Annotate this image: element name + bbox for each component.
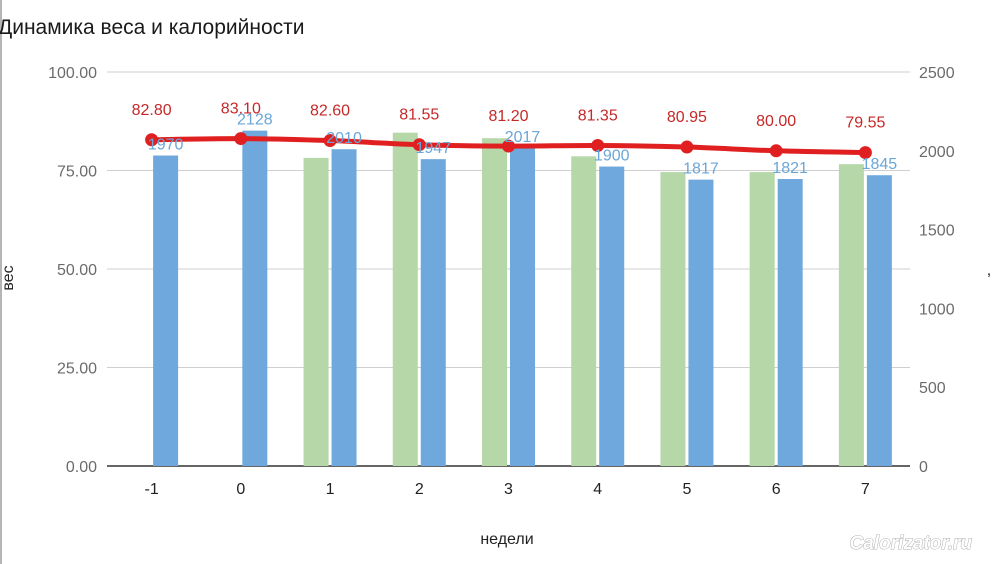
bar-green xyxy=(571,156,597,467)
watermark: Calorizator.ru xyxy=(850,533,973,554)
weight-data-label: 82.60 xyxy=(310,103,350,120)
x-tick-label: 3 xyxy=(504,481,513,498)
calorie-data-label: 1947 xyxy=(415,140,451,157)
bar-blue xyxy=(688,179,714,466)
gridlines xyxy=(107,71,910,467)
bar-blue xyxy=(510,148,535,467)
weight-data-label: 80.00 xyxy=(756,113,796,130)
weight-line xyxy=(145,132,872,160)
bar-green xyxy=(749,172,775,467)
weight-point xyxy=(591,138,605,152)
y-tick-label: 100.00 xyxy=(48,65,97,82)
bar-blue xyxy=(331,149,357,466)
x-tick-label: 2 xyxy=(415,481,424,498)
y2-tick-label: 2000 xyxy=(919,144,955,161)
x-tick-label: -1 xyxy=(144,481,158,498)
y2-tick-label: 2500 xyxy=(919,65,955,82)
x-tick-label: 0 xyxy=(236,481,245,498)
weight-data-label: 81.20 xyxy=(488,108,528,125)
bar-green xyxy=(392,132,418,466)
bar-blue xyxy=(242,130,268,466)
calorie-data-label: 1900 xyxy=(594,148,630,165)
y2-tick-label: 1000 xyxy=(919,301,955,318)
x-axis-label: недели xyxy=(480,531,533,548)
bar-blue xyxy=(866,175,892,466)
bar-blue xyxy=(599,166,625,466)
y-tick-label: 50.00 xyxy=(57,262,97,279)
y2-tick-label: 500 xyxy=(919,380,946,397)
weight-data-label: 80.95 xyxy=(667,109,707,126)
bar-green xyxy=(303,157,329,466)
calorie-data-label: 1845 xyxy=(862,156,898,173)
bar-green xyxy=(482,138,507,466)
x-tick-label: 4 xyxy=(593,481,602,498)
weight-data-label: 81.35 xyxy=(578,107,618,124)
x-tick-label: 6 xyxy=(772,481,781,498)
bar-blue xyxy=(420,159,446,466)
calorie-data-label: 1821 xyxy=(772,160,808,177)
bar-green xyxy=(660,172,686,467)
bars xyxy=(153,130,892,467)
y2-tick-label: 1500 xyxy=(919,223,955,240)
x-tick-label: 5 xyxy=(682,481,691,498)
bar-blue xyxy=(777,179,803,466)
calorie-data-label: 2128 xyxy=(237,112,273,129)
calorie-data-label: 1817 xyxy=(683,161,719,178)
weight-point xyxy=(858,146,872,160)
weight-point xyxy=(145,133,159,147)
weight-point xyxy=(234,132,248,146)
weight-data-label: 79.55 xyxy=(845,115,885,132)
y-tick-label: 25.00 xyxy=(57,361,97,378)
calorie-data-label: 2010 xyxy=(326,130,362,147)
weight-data-label: 82.80 xyxy=(132,102,172,119)
weight-point xyxy=(323,134,337,148)
weight-point xyxy=(502,139,515,153)
weight-data-label: 83.10 xyxy=(221,101,261,118)
x-tick-label: 1 xyxy=(326,481,335,498)
weight-point xyxy=(680,140,694,154)
calorie-data-label: 2017 xyxy=(505,129,541,146)
y-tick-label: 75.00 xyxy=(57,164,97,181)
y2-tick-label: 0 xyxy=(919,459,928,476)
tick-labels: 0.00 25.00 50.00 75.00 100.00 0 500 1000 1500 200… xyxy=(48,65,955,498)
x-tick-label: 7 xyxy=(861,481,870,498)
calorie-data-label: 1970 xyxy=(148,137,184,154)
chart-title: Динамика веса и калорийности xyxy=(0,16,305,39)
y-tick-label: 0.00 xyxy=(66,459,97,476)
bar-blue xyxy=(153,155,179,466)
weight-point xyxy=(412,138,426,152)
y2-axis-label: , xyxy=(987,262,991,279)
bar-green xyxy=(838,164,864,467)
weight-data-label: 81.55 xyxy=(399,107,439,124)
y-axis-label: вес xyxy=(0,265,17,290)
left-border xyxy=(0,0,2,564)
data-labels: 82.80 83.10 82.60 81.55 81.20 81.35 80.95 80.00… xyxy=(132,101,898,178)
weight-point xyxy=(769,144,783,158)
